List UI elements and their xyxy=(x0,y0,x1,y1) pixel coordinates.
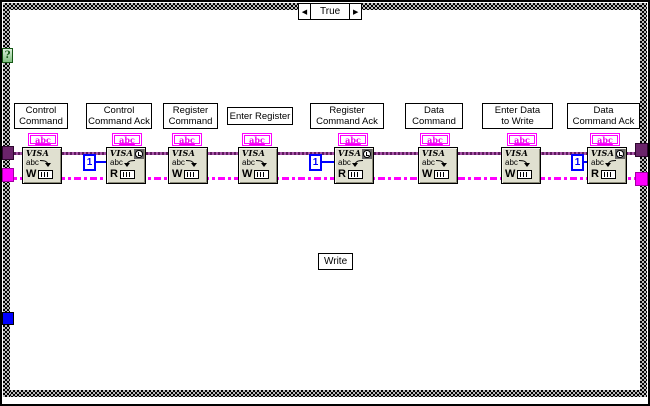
abc-glyph: abc xyxy=(592,135,618,145)
mode-letter: R xyxy=(338,168,346,180)
resource-terminal-icon xyxy=(254,170,270,179)
visa-node-title: VISA xyxy=(26,148,50,158)
mode-letter: W xyxy=(172,168,183,180)
case-structure-border-left xyxy=(3,3,10,397)
string-constant[interactable]: abc xyxy=(112,133,142,146)
visa-node-title: VISA xyxy=(591,148,615,158)
string-constant[interactable]: abc xyxy=(172,133,202,146)
case-selector[interactable]: ◀ True ▶ xyxy=(298,3,363,20)
previous-case-arrow-icon[interactable]: ◀ xyxy=(301,8,308,16)
visa-read-node[interactable]: VISA abc R xyxy=(334,147,374,184)
tunnel-integer-left[interactable] xyxy=(2,312,14,325)
string-constant[interactable]: abc xyxy=(28,133,58,146)
read-arrow-icon xyxy=(351,160,363,167)
mode-letter: R xyxy=(591,168,599,180)
next-case-arrow-icon[interactable]: ▶ xyxy=(353,8,359,16)
abc-glyph: abc xyxy=(30,135,56,145)
abc-glyph: abc xyxy=(114,135,140,145)
resource-terminal-icon xyxy=(600,170,616,179)
mode-letter: W xyxy=(505,168,516,180)
read-arrow-icon xyxy=(604,160,616,167)
string-constant[interactable]: abc xyxy=(420,133,450,146)
string-label: Control Command Ack xyxy=(86,103,152,129)
string-constant[interactable]: abc xyxy=(507,133,537,146)
tunnel-visa-left[interactable] xyxy=(2,146,14,160)
write-arrow-icon xyxy=(185,160,197,167)
write-arrow-icon xyxy=(518,160,530,167)
visa-node-title: VISA xyxy=(338,148,362,158)
visa-read-node[interactable]: VISA abc R xyxy=(106,147,146,184)
string-label: Data Command Ack xyxy=(567,103,640,129)
string-constant[interactable]: abc xyxy=(338,133,368,146)
string-label: Enter Register xyxy=(227,107,293,125)
write-arrow-icon xyxy=(435,160,447,167)
visa-node-title: VISA xyxy=(505,148,529,158)
visa-write-node[interactable]: VISA abc W xyxy=(22,147,62,184)
byte-count-constant[interactable]: 1 xyxy=(83,154,96,171)
io-label: abc xyxy=(505,158,518,167)
abc-glyph: abc xyxy=(422,135,448,145)
resource-terminal-icon xyxy=(517,170,533,179)
io-label: abc xyxy=(591,158,604,167)
io-label: abc xyxy=(26,158,39,167)
count-wire xyxy=(322,161,334,163)
tunnel-string-right[interactable] xyxy=(635,172,648,186)
resource-terminal-icon xyxy=(434,170,450,179)
visa-node-title: VISA xyxy=(422,148,446,158)
resource-terminal-icon xyxy=(38,170,54,179)
byte-count-constant[interactable]: 1 xyxy=(309,154,322,171)
visa-write-node[interactable]: VISA abc W xyxy=(168,147,208,184)
count-wire xyxy=(584,161,588,163)
visa-resource-wire[interactable] xyxy=(10,152,638,155)
abc-glyph: abc xyxy=(174,135,200,145)
visa-write-node[interactable]: VISA abc W xyxy=(418,147,458,184)
string-wire[interactable] xyxy=(10,177,638,180)
timeout-clock-icon xyxy=(615,149,625,159)
tunnel-string-left[interactable] xyxy=(2,168,14,182)
mode-letter: W xyxy=(26,168,37,180)
visa-node-title: VISA xyxy=(110,148,134,158)
byte-count-constant[interactable]: 1 xyxy=(571,154,584,171)
visa-read-node[interactable]: VISA abc R xyxy=(587,147,627,184)
timeout-clock-icon xyxy=(134,149,144,159)
mode-letter: W xyxy=(422,168,433,180)
string-constant[interactable]: abc xyxy=(590,133,620,146)
io-label: abc xyxy=(110,158,123,167)
write-arrow-icon xyxy=(255,160,267,167)
string-label: Control Command xyxy=(14,103,68,129)
io-label: abc xyxy=(172,158,185,167)
string-label: Data Command xyxy=(405,103,463,129)
visa-write-node[interactable]: VISA abc W xyxy=(501,147,541,184)
abc-glyph: abc xyxy=(340,135,366,145)
case-selector-terminal[interactable]: ? xyxy=(2,48,13,63)
io-label: abc xyxy=(422,158,435,167)
mode-letter: W xyxy=(242,168,253,180)
visa-node-title: VISA xyxy=(172,148,196,158)
resource-terminal-icon xyxy=(119,170,135,179)
case-name[interactable]: True xyxy=(310,4,351,19)
abc-glyph: abc xyxy=(509,135,535,145)
resource-terminal-icon xyxy=(184,170,200,179)
string-constant[interactable]: abc xyxy=(242,133,272,146)
free-label-write: Write xyxy=(318,253,354,270)
resource-terminal-icon xyxy=(347,170,363,179)
mode-letter: R xyxy=(110,168,118,180)
tunnel-visa-right[interactable] xyxy=(635,143,648,157)
read-arrow-icon xyxy=(123,160,135,167)
case-structure-border-bottom xyxy=(3,390,647,397)
visa-node-title: VISA xyxy=(242,148,266,158)
io-label: abc xyxy=(242,158,255,167)
string-label: Register Command Ack xyxy=(310,103,384,129)
write-arrow-icon xyxy=(39,160,51,167)
string-label: Register Command xyxy=(163,103,218,129)
count-wire xyxy=(96,161,106,163)
string-label: Enter Data to Write xyxy=(482,103,553,129)
io-label: abc xyxy=(338,158,351,167)
timeout-clock-icon xyxy=(362,149,372,159)
case-structure-border-right xyxy=(640,3,647,397)
abc-glyph: abc xyxy=(244,135,270,145)
visa-write-node[interactable]: VISA abc W xyxy=(238,147,278,184)
